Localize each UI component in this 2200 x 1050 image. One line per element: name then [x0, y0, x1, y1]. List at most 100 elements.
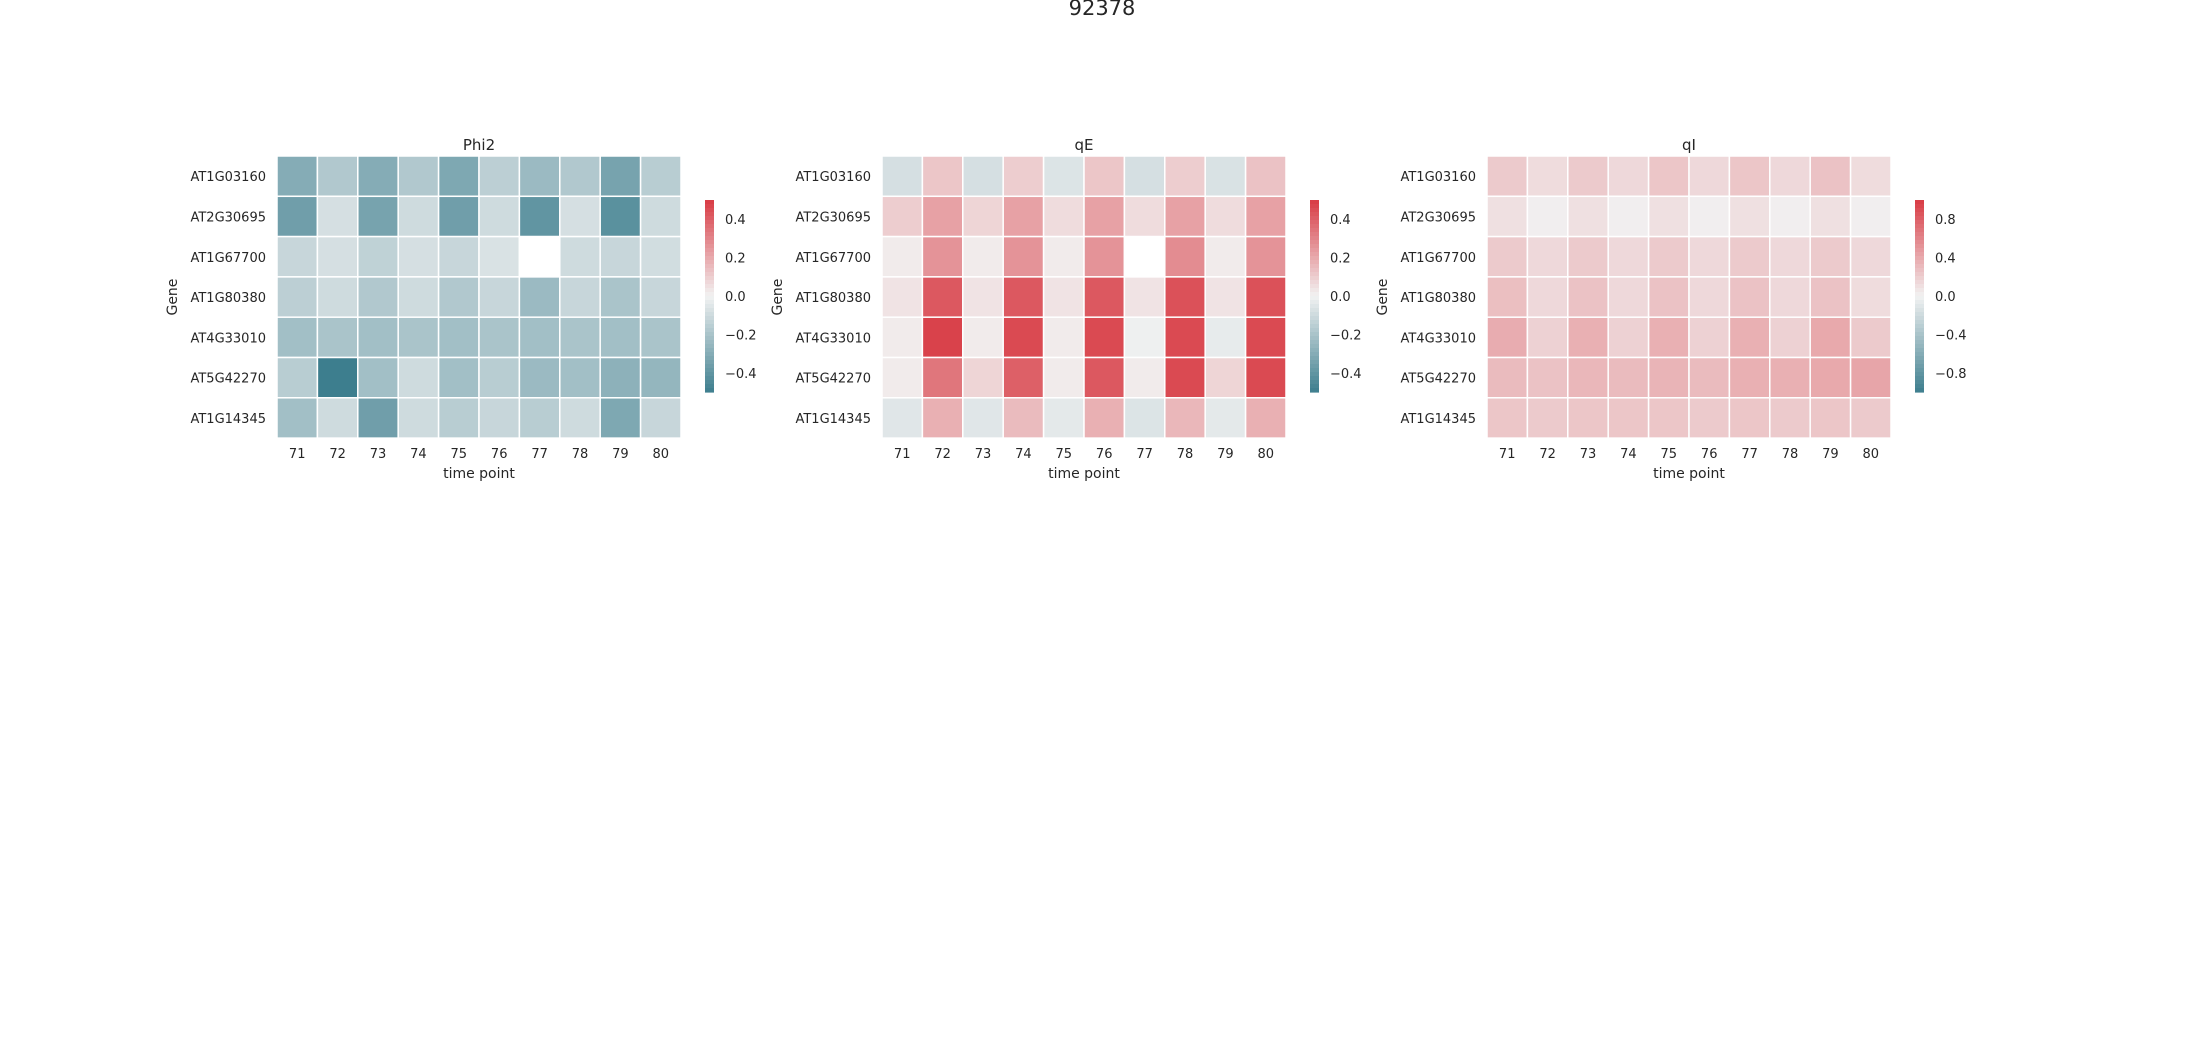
heatmap-cell — [1769, 397, 1811, 439]
heatmap-title: qE — [1075, 136, 1094, 154]
colorbar-segment — [1310, 228, 1319, 233]
colorbar-segment — [1310, 224, 1319, 229]
colorbar-segment — [1915, 300, 1924, 305]
colorbar-segment — [1310, 288, 1319, 293]
heatmap-cell — [357, 397, 399, 439]
colorbar-segment — [705, 276, 714, 281]
colorbar-segment — [1915, 384, 1924, 389]
heatmap-cell — [357, 235, 399, 278]
colorbar-segment — [1310, 276, 1319, 281]
heatmap-title: qI — [1682, 136, 1696, 154]
heatmap-cell — [1769, 195, 1811, 238]
heatmap-cell — [316, 397, 359, 439]
heatmap-cell — [1647, 316, 1690, 359]
colorbar-segment — [705, 224, 714, 229]
y-tick-label: AT1G03160 — [190, 170, 266, 185]
heatmap-cell — [1647, 195, 1690, 238]
heatmap-cell — [1688, 397, 1731, 439]
colorbar-segment — [705, 260, 714, 265]
heatmap-cell — [1647, 276, 1690, 318]
heatmap-cell — [1769, 235, 1811, 278]
y-axis-label: Gene — [1375, 279, 1391, 316]
y-axis-label: Gene — [770, 279, 786, 316]
heatmap-cell — [316, 356, 359, 399]
colorbar-segment — [1310, 340, 1319, 345]
heatmap-cell — [1204, 155, 1247, 198]
colorbar-segment — [705, 236, 714, 241]
colorbar-segment — [705, 364, 714, 369]
heatmap-cell — [559, 397, 601, 439]
heatmap-cell — [1164, 235, 1206, 278]
x-tick-label: 77 — [1136, 447, 1153, 462]
heatmap-cell — [1486, 397, 1529, 439]
heatmap-cell — [518, 235, 561, 278]
colorbar-segment — [705, 208, 714, 213]
heatmap-cell — [1526, 235, 1569, 278]
heatmap-cell — [1526, 356, 1569, 399]
heatmap-cell — [1647, 235, 1690, 278]
colorbar-segment — [1915, 344, 1924, 349]
heatmap-cell — [559, 195, 601, 238]
heatmap-cell — [1688, 316, 1731, 359]
heatmap-cell — [1204, 276, 1247, 318]
heatmap-cell — [962, 195, 1004, 238]
heatmap-cell — [518, 276, 561, 318]
colorbar-segment — [1310, 352, 1319, 357]
colorbar-segment — [1310, 360, 1319, 365]
colorbar-segment — [1310, 368, 1319, 373]
colorbar-segment — [1915, 372, 1924, 377]
heatmap-cell — [1849, 276, 1892, 318]
y-tick-label: AT4G33010 — [190, 331, 266, 346]
heatmap-cell — [276, 316, 319, 359]
heatmap-cell — [1486, 316, 1529, 359]
heatmap-cell — [881, 235, 924, 278]
colorbar-segment — [1310, 216, 1319, 221]
heatmap-cell — [397, 356, 440, 399]
colorbar-segment — [1310, 280, 1319, 285]
colorbar-segment — [705, 220, 714, 225]
colorbar-segment — [1310, 344, 1319, 349]
heatmap-cell — [1809, 397, 1852, 439]
colorbar-segment — [705, 368, 714, 373]
heatmap-cell — [1486, 276, 1529, 318]
heatmap-cell — [1164, 316, 1206, 359]
heatmap-cell — [1647, 356, 1690, 399]
heatmap-cell — [478, 155, 521, 198]
heatmap-cell — [559, 276, 601, 318]
colorbar-segment — [1310, 252, 1319, 257]
heatmap-cell — [1849, 356, 1892, 399]
heatmap-cell — [1244, 235, 1287, 278]
heatmap-cell — [1567, 235, 1609, 278]
heatmap-cell — [1849, 235, 1892, 278]
heatmap-cell — [1123, 356, 1166, 399]
heatmap-cell — [1607, 195, 1650, 238]
heatmap-cell — [518, 397, 561, 439]
colorbar-segment — [705, 308, 714, 313]
colorbar-segment — [1915, 376, 1924, 381]
heatmap-cell — [1164, 155, 1206, 198]
colorbar-tick-label: −0.4 — [725, 367, 757, 382]
y-tick-label: AT1G14345 — [190, 412, 266, 427]
heatmap-cell — [1123, 155, 1166, 198]
heatmap-cell — [276, 235, 319, 278]
x-tick-label: 78 — [1177, 447, 1194, 462]
x-tick-label: 74 — [1015, 447, 1032, 462]
heatmap-cell — [599, 276, 642, 318]
figure-title: 92378 — [1069, 0, 1136, 20]
colorbar-segment — [705, 356, 714, 361]
colorbar-segment — [1310, 212, 1319, 217]
heatmap-cell — [881, 397, 924, 439]
colorbar-segment — [1915, 388, 1924, 393]
heatmap-cell — [1002, 235, 1045, 278]
x-axis-label: time point — [1048, 466, 1120, 482]
heatmap-cell — [1526, 155, 1569, 198]
x-tick-label: 79 — [1217, 447, 1234, 462]
heatmap-cell — [1042, 316, 1085, 359]
colorbar-segment — [1310, 256, 1319, 261]
heatmap-cell — [1123, 276, 1166, 318]
colorbar-segment — [1915, 252, 1924, 257]
heatmap-cell — [1728, 235, 1771, 278]
colorbar-segment — [1310, 300, 1319, 305]
heatmap-cell — [1002, 397, 1045, 439]
heatmap-cell — [1849, 397, 1892, 439]
